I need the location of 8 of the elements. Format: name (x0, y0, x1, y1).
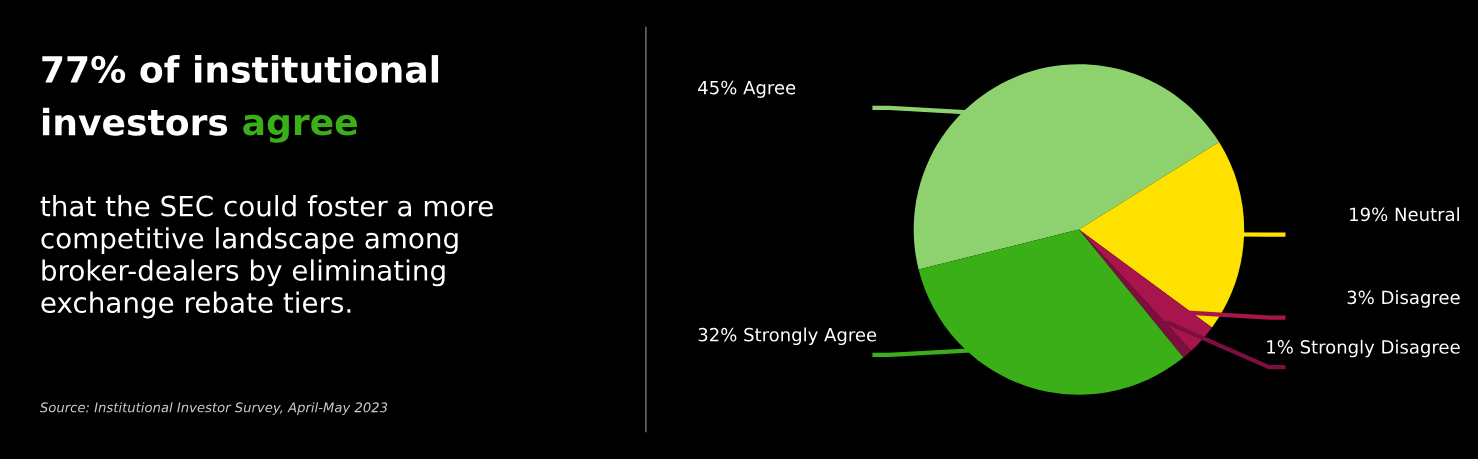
slice-label: 45% Agree (698, 80, 796, 98)
slice-label: 19% Neutral (1350, 207, 1459, 222)
text: 77% of institutional investors agree (42, 55, 439, 143)
text: that the SEC could foster a more competitive landscape among broker-dealers by eliminating exchange rebate tiers. (40, 195, 493, 319)
slice-label: 1% Strongly Disagree (1267, 339, 1460, 358)
source-note: Source: Institutional Investor Survey, April-May 2023 (39, 402, 388, 415)
slice-label: 32% Strongly Agree (698, 327, 877, 346)
slice-label: 3% Disagree (1347, 290, 1460, 308)
